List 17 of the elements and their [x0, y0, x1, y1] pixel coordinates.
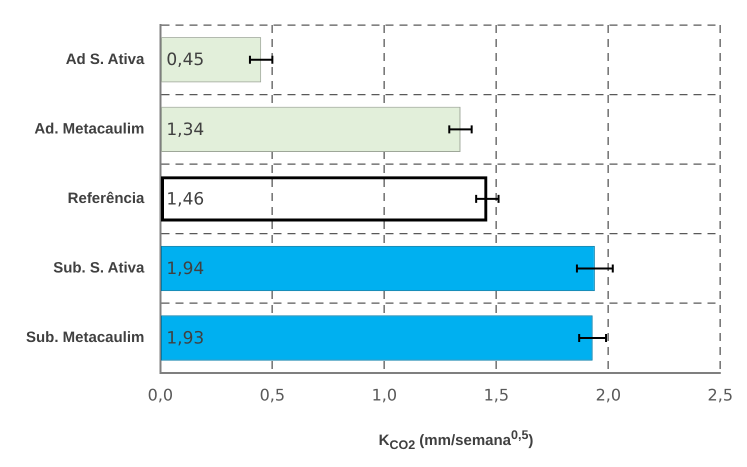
data-label: 1,46 [166, 189, 204, 210]
data-label: 1,94 [166, 258, 204, 279]
x-axis-title: K$_{CO2}$ (mm/semana$^{0,5}$) [378, 428, 534, 452]
data-label: 1,93 [166, 328, 204, 348]
data-label: 0,45 [166, 50, 204, 70]
data-label: 1,34 [166, 120, 204, 140]
y-tick-label: Ad S. Ativa [66, 50, 145, 68]
x-tick-label: 1,5 [484, 386, 510, 405]
y-tick-label: Referência [68, 190, 146, 208]
y-tick-label: Ad. Metacaulim [34, 120, 144, 138]
x-tick-label: 2,0 [596, 386, 622, 405]
y-tick-label: Sub. S. Ativa [53, 260, 146, 277]
y-tick-label: Sub. Metacaulim [26, 329, 144, 346]
x-tick-label: 1,0 [372, 386, 398, 405]
x-tick-label: 0,0 [148, 386, 174, 405]
x-tick-label: 0,5 [260, 386, 286, 405]
x-tick-label: 2,5 [708, 386, 734, 405]
